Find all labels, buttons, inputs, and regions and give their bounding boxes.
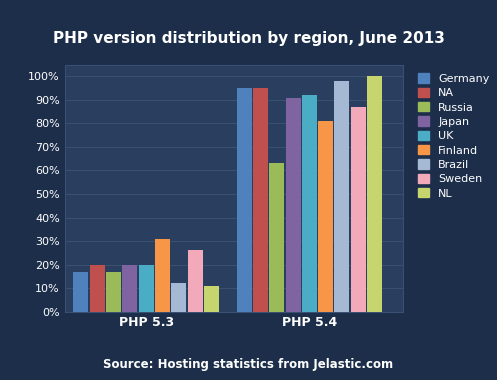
Bar: [74, 272, 88, 312]
Bar: [155, 239, 170, 312]
Bar: [237, 88, 251, 312]
Bar: [302, 95, 317, 312]
Bar: [188, 250, 203, 312]
Bar: [90, 264, 105, 312]
Bar: [334, 81, 349, 312]
Bar: [139, 264, 154, 312]
Bar: [122, 264, 137, 312]
Bar: [253, 88, 268, 312]
Text: PHP version distribution by region, June 2013: PHP version distribution by region, June…: [53, 30, 444, 46]
Bar: [285, 98, 301, 312]
Bar: [318, 121, 333, 312]
Bar: [269, 163, 284, 312]
Bar: [171, 283, 186, 312]
Legend: Germany, NA, Russia, Japan, UK, Finland, Brazil, Sweden, NL: Germany, NA, Russia, Japan, UK, Finland,…: [415, 70, 493, 202]
Bar: [204, 286, 219, 312]
Bar: [367, 76, 382, 312]
Text: Source: Hosting statistics from Jelastic.com: Source: Hosting statistics from Jelastic…: [103, 358, 394, 371]
Bar: [106, 272, 121, 312]
Bar: [351, 107, 366, 312]
